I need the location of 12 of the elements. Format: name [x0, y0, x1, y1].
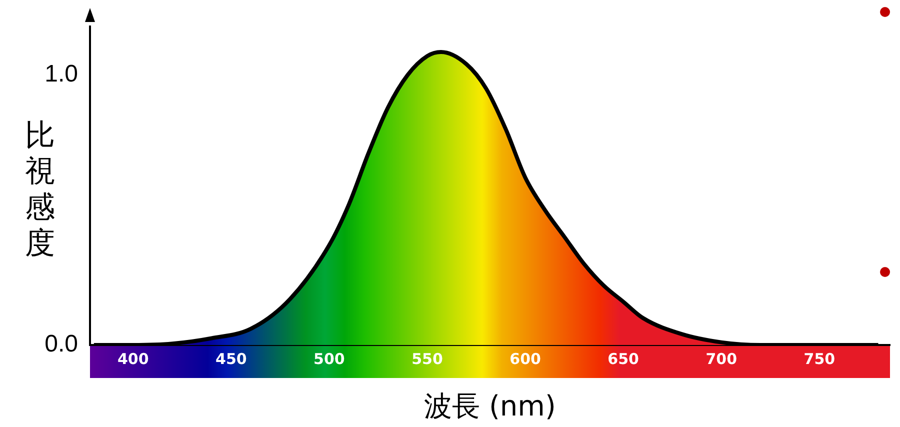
x-tick-label: 750 [804, 350, 836, 368]
x-tick-label: 450 [216, 350, 247, 368]
x-tick-label: 500 [314, 350, 345, 368]
y-tick-label: 0.0 [44, 330, 78, 358]
x-tick-label: 650 [608, 350, 639, 368]
x-axis-title: 波長 (nm) [424, 389, 556, 422]
x-tick-label: 700 [706, 350, 738, 368]
y-axis-title: 比視感度 [24, 118, 56, 262]
x-tick-label: 550 [412, 350, 443, 368]
x-tick-label: 600 [510, 350, 541, 368]
x-tick-label: 400 [117, 350, 149, 368]
y-tick-label: 1.0 [44, 60, 78, 88]
